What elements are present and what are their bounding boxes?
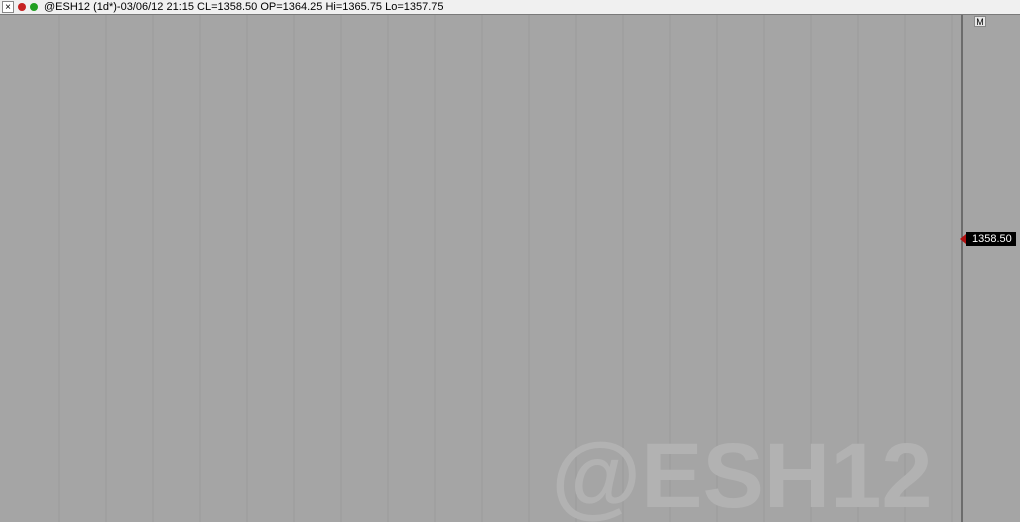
price-axis — [961, 15, 1020, 522]
window-title-bar: × @ESH12 (1d*)-03/06/12 21:15 CL=1358.50… — [0, 0, 1020, 15]
maximize-button[interactable]: M — [974, 16, 986, 27]
status-green-icon — [30, 3, 38, 11]
chart-area[interactable]: @ESH121352.751340.756.501348.251333.7513… — [0, 15, 1020, 522]
chart-title: @ESH12 (1d*)-03/06/12 21:15 CL=1358.50 O… — [44, 1, 444, 13]
status-red-icon — [18, 3, 26, 11]
close-button[interactable]: × — [2, 1, 14, 13]
last-price-tag: 1358.50 — [960, 232, 1016, 246]
watermark-text: @ESH12 — [551, 425, 932, 522]
axis-background — [962, 15, 1020, 522]
plot-area: @ESH121352.751340.756.501348.251333.7513… — [58, 15, 953, 522]
